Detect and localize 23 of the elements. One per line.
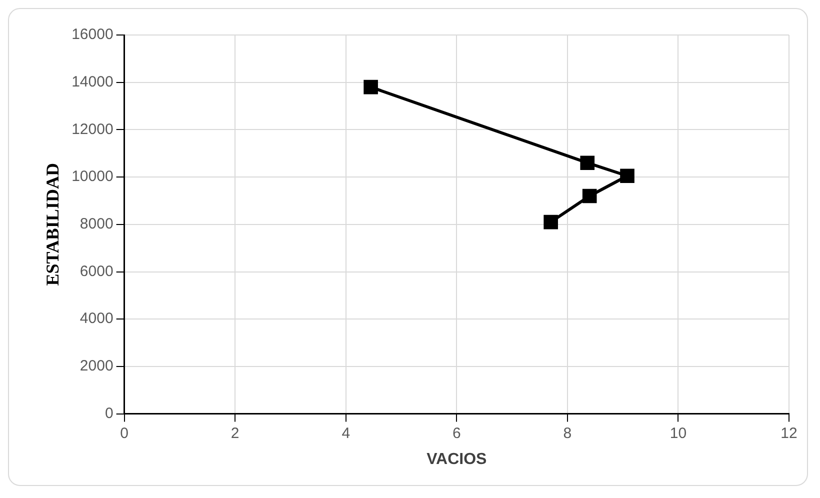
x-tick-label: 6 bbox=[452, 424, 461, 442]
y-axis-title: ESTABILIDAD bbox=[42, 163, 62, 286]
y-tick-label: 10000 bbox=[72, 168, 114, 186]
point bbox=[544, 214, 558, 230]
x-tick-label: 12 bbox=[780, 424, 798, 442]
y-tick-label: 16000 bbox=[72, 26, 114, 44]
x-axis-title: VACIOS bbox=[426, 450, 488, 468]
y-tick-label: 12000 bbox=[72, 120, 114, 138]
y-tick-label: 0 bbox=[104, 404, 114, 422]
point bbox=[580, 156, 595, 170]
x-tick-label: 4 bbox=[342, 424, 350, 442]
x-tick-label: 0 bbox=[120, 424, 128, 442]
point bbox=[364, 80, 378, 94]
y-tick-label: 8000 bbox=[80, 216, 114, 233]
y-tick-label: 4000 bbox=[80, 310, 114, 328]
x-tick-label: 2 bbox=[230, 424, 240, 442]
y-tick-label: 6000 bbox=[80, 262, 114, 280]
y-tick-label: 14000 bbox=[72, 73, 114, 90]
x-tick-label: 8 bbox=[563, 424, 572, 442]
y-tick-label: 2000 bbox=[80, 358, 114, 375]
x-tick-label: 10 bbox=[670, 424, 687, 442]
point bbox=[582, 188, 597, 204]
point bbox=[620, 168, 634, 184]
